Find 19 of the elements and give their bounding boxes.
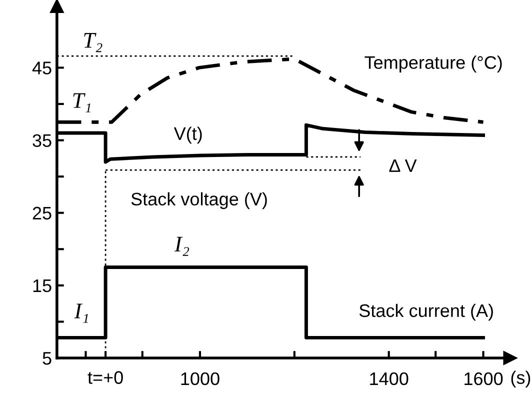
annotation: V(t)	[174, 126, 202, 144]
annotation: Δ V	[389, 159, 417, 172]
annotation: Temperature (°C)	[364, 56, 502, 72]
x-tick-label: 1400	[370, 372, 408, 386]
annotation: Stack current (A)	[359, 304, 493, 321]
y-tick-label: 35	[32, 134, 52, 147]
ref-line-label: t=+0	[88, 371, 123, 384]
annotation: Stack voltage (V)	[131, 192, 267, 210]
x-tick-label: 1600	[464, 372, 503, 386]
annotation: I₁	[74, 304, 88, 323]
x-tick-label: 1000	[181, 372, 220, 386]
annotation: I₂	[174, 236, 190, 256]
y-tick-label: 25	[32, 206, 52, 220]
y-tick-label: 15	[33, 280, 52, 292]
x-axis-title: (s)	[511, 370, 530, 388]
y-tick-label: 45	[32, 62, 52, 74]
y-tick-label: 5	[42, 352, 52, 365]
annotation: T₁	[73, 93, 90, 112]
annotation: T₂	[84, 33, 102, 52]
